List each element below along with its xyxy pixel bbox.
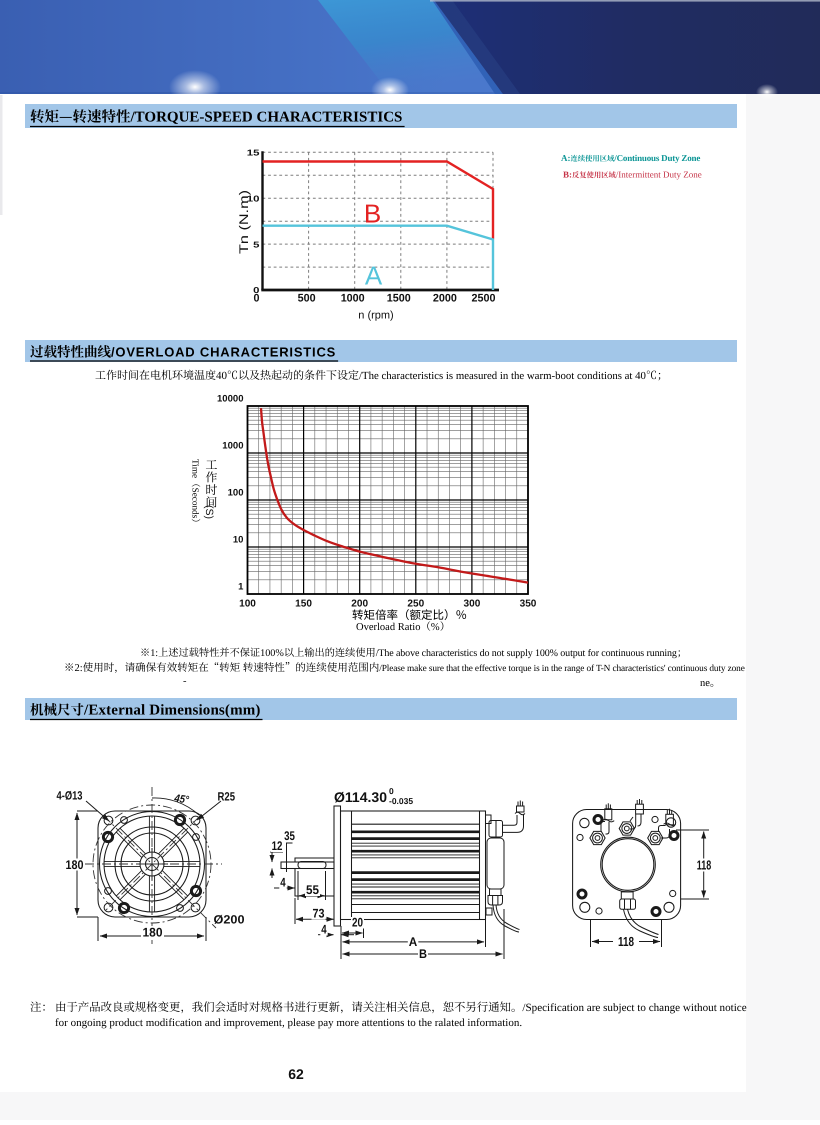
svg-text:10: 10 (247, 193, 260, 203)
svg-text:4-Ø13: 4-Ø13 (57, 789, 83, 803)
svg-text:/OVERLOAD CHARACTERISTICS: /OVERLOAD CHARACTERISTICS (111, 345, 336, 360)
svg-text:/Continuous Duty Zone: /Continuous Duty Zone (613, 153, 700, 163)
svg-text:2500: 2500 (472, 293, 496, 305)
svg-text:/Please make sure that the eff: /Please make sure that the effective tor… (379, 664, 744, 674)
svg-text:40: 40 (216, 370, 228, 382)
svg-text:B:: B: (563, 170, 572, 180)
svg-text:150: 150 (295, 598, 312, 609)
svg-text:R25: R25 (218, 790, 236, 804)
svg-text:180: 180 (66, 858, 84, 872)
svg-text:200: 200 (351, 598, 368, 609)
svg-text:4: 4 (321, 923, 326, 937)
svg-text:B: B (364, 198, 381, 228)
svg-text:Overload Ratio: Overload Ratio (356, 622, 420, 633)
svg-text:ne: ne (700, 678, 710, 689)
svg-text:73: 73 (313, 907, 325, 921)
svg-text:118: 118 (697, 858, 712, 873)
svg-text:35: 35 (284, 829, 295, 843)
svg-text:0: 0 (254, 293, 260, 305)
svg-text:-: - (183, 676, 187, 687)
svg-text:10000: 10000 (217, 394, 244, 405)
svg-text:55: 55 (306, 883, 319, 897)
svg-text:1: 1 (238, 582, 244, 593)
svg-text:A: A (365, 261, 383, 291)
svg-text:/Specification are subject to: /Specification are subject to change wit… (522, 1002, 746, 1014)
svg-text:100%: 100% (260, 648, 284, 659)
svg-text:1000: 1000 (222, 441, 243, 452)
svg-text:2000: 2000 (433, 293, 457, 305)
svg-text:1:: 1: (150, 648, 158, 659)
svg-text:0: 0 (253, 285, 260, 295)
svg-text:for ongoing product modificati: for ongoing product modification and imp… (55, 1017, 522, 1029)
svg-text:45°: 45° (173, 792, 190, 806)
svg-text:B: B (419, 947, 427, 961)
svg-text:15: 15 (247, 148, 260, 158)
svg-text:2:: 2: (75, 663, 83, 674)
svg-text:300: 300 (464, 598, 481, 609)
svg-text:350: 350 (520, 598, 537, 609)
svg-text:Ø200: Ø200 (214, 913, 245, 927)
svg-text:Ø114.30: Ø114.30 (334, 789, 387, 805)
svg-text:/TORQUE-SPEED CHARACTERISTICS: /TORQUE-SPEED CHARACTERISTICS (130, 110, 403, 126)
svg-text:20: 20 (352, 916, 363, 930)
svg-text:10: 10 (233, 535, 244, 546)
svg-text:1000: 1000 (341, 293, 365, 305)
svg-text:/External Dimensions(mm): /External Dimensions(mm) (83, 703, 261, 719)
svg-text:/Intermittent Duty Zone: /Intermittent Duty Zone (616, 170, 702, 180)
svg-text:250: 250 (407, 598, 424, 609)
svg-text:-0.035: -0.035 (389, 796, 413, 806)
svg-text:Time: Time (191, 459, 201, 478)
svg-text:/The characteristics is measur: /The characteristics is measured in the … (359, 370, 646, 382)
svg-text:62: 62 (288, 1066, 304, 1082)
svg-text:5: 5 (253, 239, 260, 249)
svg-text:/The above characteristics do: /The above characteristics do not supply… (376, 648, 677, 659)
svg-text:(S): (S) (203, 505, 215, 519)
svg-text:12: 12 (272, 839, 283, 853)
svg-text:A:: A: (561, 153, 571, 163)
svg-text:118: 118 (618, 934, 634, 949)
svg-text:100: 100 (239, 598, 256, 609)
svg-text:n (rpm): n (rpm) (358, 310, 393, 322)
svg-text:Seconds: Seconds (191, 488, 201, 519)
svg-text:Tn (N.m): Tn (N.m) (237, 190, 251, 254)
svg-text:A: A (409, 935, 418, 949)
svg-text:1500: 1500 (387, 293, 411, 305)
svg-text:100: 100 (228, 488, 244, 499)
svg-text:0: 0 (389, 786, 394, 796)
svg-text:4: 4 (280, 876, 285, 890)
svg-text:%: % (431, 622, 440, 633)
svg-text:500: 500 (298, 293, 316, 305)
svg-text:180: 180 (143, 926, 163, 940)
